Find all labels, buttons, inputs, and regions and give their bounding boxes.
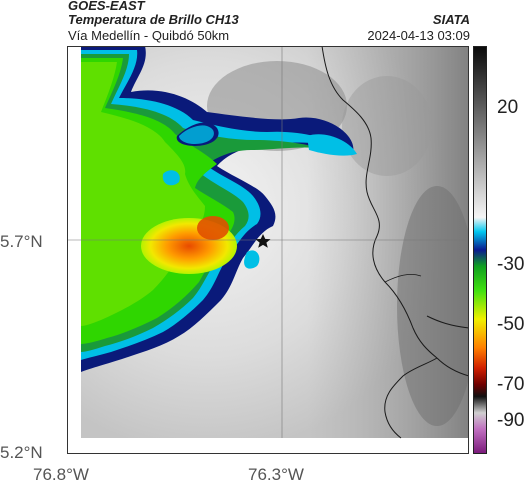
- satellite-map: [67, 46, 469, 454]
- datetime-label: 2024-04-13 03:09: [367, 28, 470, 43]
- lat-tick-label: 5.2°N: [0, 443, 43, 462]
- colorbar-label: -70: [497, 374, 525, 395]
- colorbar-label: -90: [497, 410, 525, 431]
- colorbar-label: -30: [497, 254, 525, 275]
- lon-tick-label: 76.8°W: [33, 465, 89, 484]
- colorbar: [473, 46, 487, 454]
- lon-tick-label: 76.3°W: [248, 465, 304, 484]
- colorbar-label: -50: [497, 314, 525, 335]
- route-label: Vía Medellín - Quibdó 50km: [68, 28, 230, 43]
- product-title: Temperatura de Brillo CH13: [68, 12, 239, 27]
- satellite-name: GOES-EAST: [68, 0, 145, 13]
- lat-tick-label: 5.7°N: [0, 232, 43, 251]
- star-icon: [255, 234, 271, 248]
- organization-label: SIATA: [432, 12, 470, 27]
- colorbar-label: 20: [497, 97, 519, 118]
